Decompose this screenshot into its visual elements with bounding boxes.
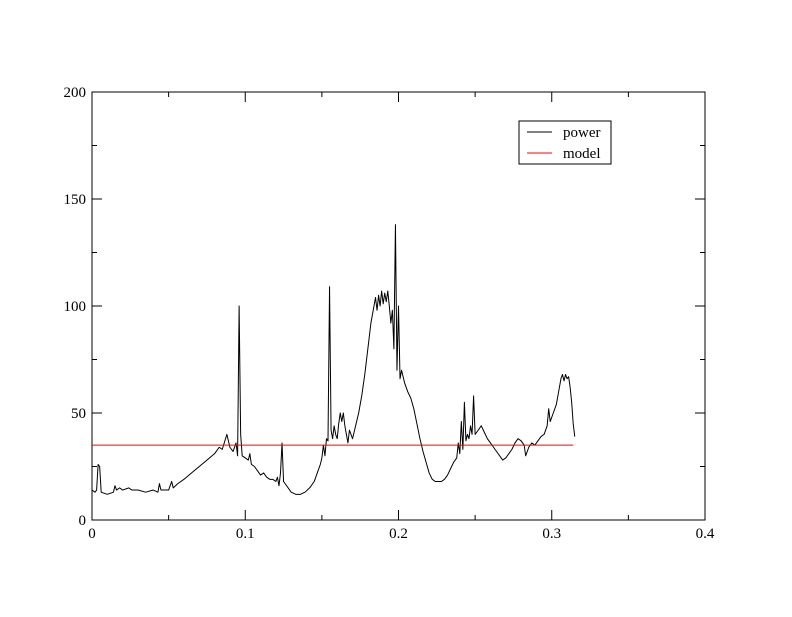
legend-label-power: power bbox=[563, 125, 601, 141]
series-line-power bbox=[91, 224, 576, 495]
y-tick-label: 150 bbox=[64, 192, 87, 208]
legend-label-model: model bbox=[563, 146, 601, 162]
x-axis: 0 0.1 0.2 0.3 0.4 bbox=[88, 92, 715, 542]
x-tick-label: 0 bbox=[88, 526, 96, 542]
y-axis: 0 50 100 150 200 bbox=[64, 85, 705, 529]
x-tick-label: 0.3 bbox=[542, 526, 561, 542]
y-tick-label: 100 bbox=[64, 299, 87, 315]
y-tick-label: 0 bbox=[79, 513, 87, 529]
x-tick-label: 0.1 bbox=[236, 526, 255, 542]
y-tick-label: 50 bbox=[71, 406, 86, 422]
legend-box bbox=[518, 120, 612, 165]
series-layer bbox=[91, 224, 576, 495]
x-tick-label: 0.2 bbox=[389, 526, 408, 542]
legend: power model bbox=[518, 120, 612, 165]
y-tick-label: 200 bbox=[64, 85, 87, 101]
x-tick-label: 0.4 bbox=[696, 526, 715, 542]
